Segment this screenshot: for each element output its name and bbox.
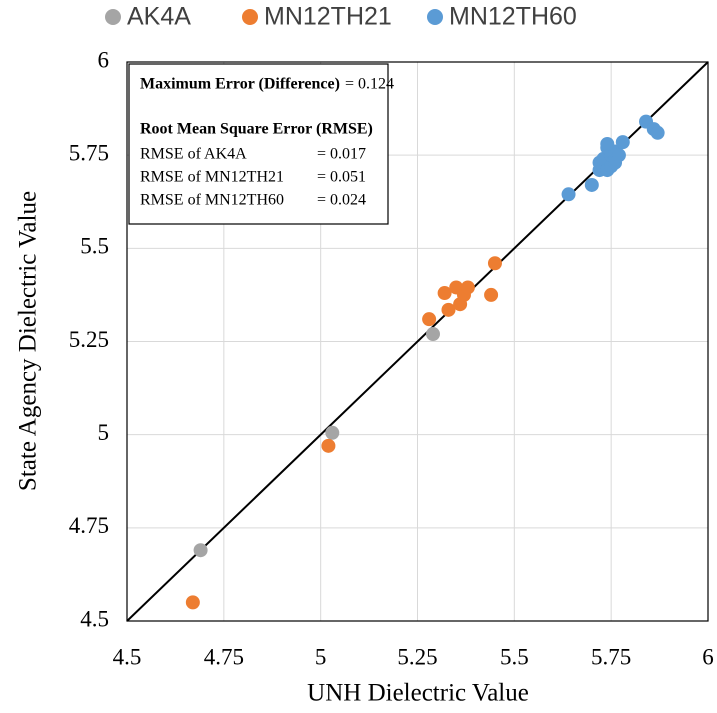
data-point [611, 148, 626, 163]
y-axis-title: State Agency Dielectric Value [15, 191, 42, 491]
annotation-value: = 0.124 [345, 76, 394, 93]
data-point [460, 280, 475, 295]
legend-marker [427, 9, 443, 25]
annotation-value: = 0.017 [317, 146, 366, 163]
x-tick-label: 5.25 [397, 644, 437, 669]
y-tick-label: 5.5 [80, 234, 109, 259]
data-point [600, 136, 615, 151]
data-point [650, 125, 665, 140]
x-tick-label: 5 [315, 644, 327, 669]
data-point [615, 135, 630, 150]
x-tick-label: 5.5 [500, 644, 529, 669]
x-tick-label: 5.75 [591, 644, 631, 669]
legend-label: MN12TH21 [264, 3, 392, 31]
data-point [425, 327, 440, 342]
x-tick-label: 4.75 [204, 644, 244, 669]
legend-marker [242, 9, 258, 25]
annotation-label: RMSE of AK4A [140, 146, 247, 163]
annotation-value: = 0.024 [317, 192, 366, 209]
annotation-label: Root Mean Square Error (RMSE) [140, 121, 373, 138]
data-point [321, 438, 336, 453]
data-point [193, 543, 208, 558]
data-point [487, 256, 502, 271]
y-tick-label: 6 [98, 47, 110, 72]
data-point [185, 595, 200, 610]
y-tick-label: 5 [98, 420, 110, 445]
data-point [561, 187, 576, 202]
data-point [441, 302, 456, 317]
x-tick-label: 6 [702, 644, 714, 669]
y-tick-label: 5.75 [69, 140, 109, 165]
legend-label: AK4A [127, 3, 191, 31]
data-point [422, 312, 437, 327]
data-point [325, 425, 340, 440]
annotation-box [128, 63, 389, 225]
data-point [484, 287, 499, 302]
x-axis-title: UNH Dielectric Value [307, 680, 529, 707]
legend-label: MN12TH60 [449, 3, 577, 31]
data-point [437, 286, 452, 301]
y-tick-label: 5.25 [69, 327, 109, 352]
plot-frame [126, 61, 709, 622]
annotation-label: RMSE of MN12TH60 [140, 192, 284, 209]
annotation-label: RMSE of MN12TH21 [140, 169, 284, 186]
annotation-value: = 0.051 [317, 169, 366, 186]
data-point [584, 177, 599, 192]
legend-marker [105, 9, 121, 25]
y-tick-label: 4.5 [80, 606, 109, 631]
x-tick-label: 4.5 [113, 644, 142, 669]
annotation-label: Maximum Error (Difference) [140, 76, 340, 93]
y-tick-label: 4.75 [69, 513, 109, 538]
